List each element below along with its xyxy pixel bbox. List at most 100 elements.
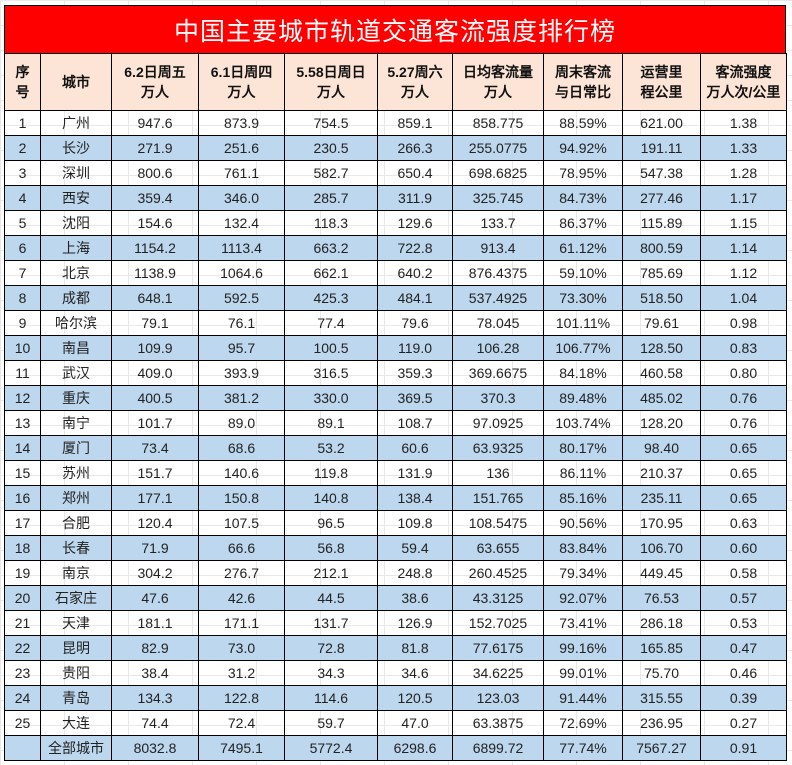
jun2-fri-cell[interactable]: 181.1 bbox=[111, 610, 199, 636]
may27-sat-cell[interactable]: 138.4 bbox=[377, 485, 453, 511]
jun2-fri-cell[interactable]: 177.1 bbox=[111, 485, 199, 511]
jun2-fri-cell[interactable]: 359.4 bbox=[111, 185, 199, 211]
jun2-fri-cell[interactable]: 304.2 bbox=[111, 560, 199, 586]
column-header[interactable]: 日均客流量 万人 bbox=[452, 53, 544, 111]
column-header[interactable]: 运营里 程公里 bbox=[622, 53, 701, 111]
column-header[interactable]: 周末客流 与日常比 bbox=[543, 53, 623, 111]
daily-avg-cell[interactable]: 151.765 bbox=[452, 485, 544, 511]
may27-sat-cell[interactable]: 81.8 bbox=[377, 635, 453, 661]
daily-avg-cell[interactable]: 876.4375 bbox=[452, 260, 544, 286]
mileage-cell[interactable]: 449.45 bbox=[622, 560, 701, 586]
mileage-cell[interactable]: 460.58 bbox=[622, 360, 701, 386]
may28-sun-cell[interactable]: 34.3 bbox=[284, 660, 378, 686]
may28-sun-cell[interactable]: 56.8 bbox=[284, 535, 378, 561]
may28-sun-cell[interactable]: 140.8 bbox=[284, 485, 378, 511]
jun1-thu-cell[interactable]: 72.4 bbox=[198, 710, 285, 736]
intensity-cell[interactable]: 0.60 bbox=[700, 535, 787, 561]
rank-cell[interactable]: 1 bbox=[4, 110, 41, 136]
rank-cell[interactable]: 8 bbox=[4, 285, 41, 311]
may28-sun-cell[interactable]: 662.1 bbox=[284, 260, 378, 286]
column-header[interactable]: 客流强度 万人次/公里 bbox=[700, 53, 787, 111]
may28-sun-cell[interactable]: 72.8 bbox=[284, 635, 378, 661]
city-cell[interactable]: 广州 bbox=[40, 110, 112, 136]
mileage-cell[interactable]: 547.38 bbox=[622, 160, 701, 186]
city-cell[interactable]: 哈尔滨 bbox=[40, 310, 112, 336]
intensity-cell[interactable]: 0.58 bbox=[700, 560, 787, 586]
total-mileage-cell[interactable]: 7567.27 bbox=[622, 735, 701, 761]
may27-sat-cell[interactable]: 131.9 bbox=[377, 460, 453, 486]
rank-cell[interactable]: 5 bbox=[4, 210, 41, 236]
mileage-cell[interactable]: 210.37 bbox=[622, 460, 701, 486]
mileage-cell[interactable]: 315.55 bbox=[622, 685, 701, 711]
may27-sat-cell[interactable]: 38.6 bbox=[377, 585, 453, 611]
rank-cell[interactable]: 9 bbox=[4, 310, 41, 336]
total-rank-cell[interactable] bbox=[4, 735, 41, 761]
city-cell[interactable]: 长春 bbox=[40, 535, 112, 561]
intensity-cell[interactable]: 0.76 bbox=[700, 410, 787, 436]
intensity-cell[interactable]: 1.12 bbox=[700, 260, 787, 286]
may28-sun-cell[interactable]: 53.2 bbox=[284, 435, 378, 461]
jun1-thu-cell[interactable]: 761.1 bbox=[198, 160, 285, 186]
daily-avg-cell[interactable]: 63.3875 bbox=[452, 710, 544, 736]
jun2-fri-cell[interactable]: 82.9 bbox=[111, 635, 199, 661]
jun1-thu-cell[interactable]: 42.6 bbox=[198, 585, 285, 611]
jun1-thu-cell[interactable]: 140.6 bbox=[198, 460, 285, 486]
rank-cell[interactable]: 24 bbox=[4, 685, 41, 711]
city-cell[interactable]: 石家庄 bbox=[40, 585, 112, 611]
rank-cell[interactable]: 14 bbox=[4, 435, 41, 461]
jun2-fri-cell[interactable]: 271.9 bbox=[111, 135, 199, 161]
intensity-cell[interactable]: 0.65 bbox=[700, 435, 787, 461]
may28-sun-cell[interactable]: 230.5 bbox=[284, 135, 378, 161]
may27-sat-cell[interactable]: 119.0 bbox=[377, 335, 453, 361]
city-cell[interactable]: 合肥 bbox=[40, 510, 112, 536]
intensity-cell[interactable]: 0.46 bbox=[700, 660, 787, 686]
mileage-cell[interactable]: 128.20 bbox=[622, 410, 701, 436]
city-cell[interactable]: 北京 bbox=[40, 260, 112, 286]
rank-cell[interactable]: 21 bbox=[4, 610, 41, 636]
may28-sun-cell[interactable]: 100.5 bbox=[284, 335, 378, 361]
jun1-thu-cell[interactable]: 251.6 bbox=[198, 135, 285, 161]
may27-sat-cell[interactable]: 369.5 bbox=[377, 385, 453, 411]
jun2-fri-cell[interactable]: 109.9 bbox=[111, 335, 199, 361]
intensity-cell[interactable]: 1.38 bbox=[700, 110, 787, 136]
weekend-ratio-cell[interactable]: 91.44% bbox=[543, 685, 623, 711]
weekend-ratio-cell[interactable]: 101.11% bbox=[543, 310, 623, 336]
may27-sat-cell[interactable]: 79.6 bbox=[377, 310, 453, 336]
daily-avg-cell[interactable]: 136 bbox=[452, 460, 544, 486]
jun1-thu-cell[interactable]: 873.9 bbox=[198, 110, 285, 136]
daily-avg-cell[interactable]: 913.4 bbox=[452, 235, 544, 261]
jun1-thu-cell[interactable]: 346.0 bbox=[198, 185, 285, 211]
jun1-thu-cell[interactable]: 107.5 bbox=[198, 510, 285, 536]
jun2-fri-cell[interactable]: 73.4 bbox=[111, 435, 199, 461]
city-cell[interactable]: 天津 bbox=[40, 610, 112, 636]
jun1-thu-cell[interactable]: 68.6 bbox=[198, 435, 285, 461]
weekend-ratio-cell[interactable]: 79.34% bbox=[543, 560, 623, 586]
weekend-ratio-cell[interactable]: 94.92% bbox=[543, 135, 623, 161]
jun2-fri-cell[interactable]: 800.6 bbox=[111, 160, 199, 186]
may28-sun-cell[interactable]: 285.7 bbox=[284, 185, 378, 211]
may27-sat-cell[interactable]: 126.9 bbox=[377, 610, 453, 636]
daily-avg-cell[interactable]: 369.6675 bbox=[452, 360, 544, 386]
weekend-ratio-cell[interactable]: 88.59% bbox=[543, 110, 623, 136]
jun2-fri-cell[interactable]: 47.6 bbox=[111, 585, 199, 611]
may27-sat-cell[interactable]: 248.8 bbox=[377, 560, 453, 586]
may27-sat-cell[interactable]: 47.0 bbox=[377, 710, 453, 736]
intensity-cell[interactable]: 0.27 bbox=[700, 710, 787, 736]
mileage-cell[interactable]: 485.02 bbox=[622, 385, 701, 411]
daily-avg-cell[interactable]: 43.3125 bbox=[452, 585, 544, 611]
daily-avg-cell[interactable]: 34.6225 bbox=[452, 660, 544, 686]
weekend-ratio-cell[interactable]: 103.74% bbox=[543, 410, 623, 436]
may28-sun-cell[interactable]: 96.5 bbox=[284, 510, 378, 536]
rank-cell[interactable]: 22 bbox=[4, 635, 41, 661]
may28-sun-cell[interactable]: 582.7 bbox=[284, 160, 378, 186]
intensity-cell[interactable]: 0.65 bbox=[700, 460, 787, 486]
jun1-thu-cell[interactable]: 31.2 bbox=[198, 660, 285, 686]
daily-avg-cell[interactable]: 537.4925 bbox=[452, 285, 544, 311]
rank-cell[interactable]: 12 bbox=[4, 385, 41, 411]
rank-cell[interactable]: 19 bbox=[4, 560, 41, 586]
weekend-ratio-cell[interactable]: 72.69% bbox=[543, 710, 623, 736]
weekend-ratio-cell[interactable]: 90.56% bbox=[543, 510, 623, 536]
intensity-cell[interactable]: 1.33 bbox=[700, 135, 787, 161]
rank-cell[interactable]: 7 bbox=[4, 260, 41, 286]
city-cell[interactable]: 深圳 bbox=[40, 160, 112, 186]
